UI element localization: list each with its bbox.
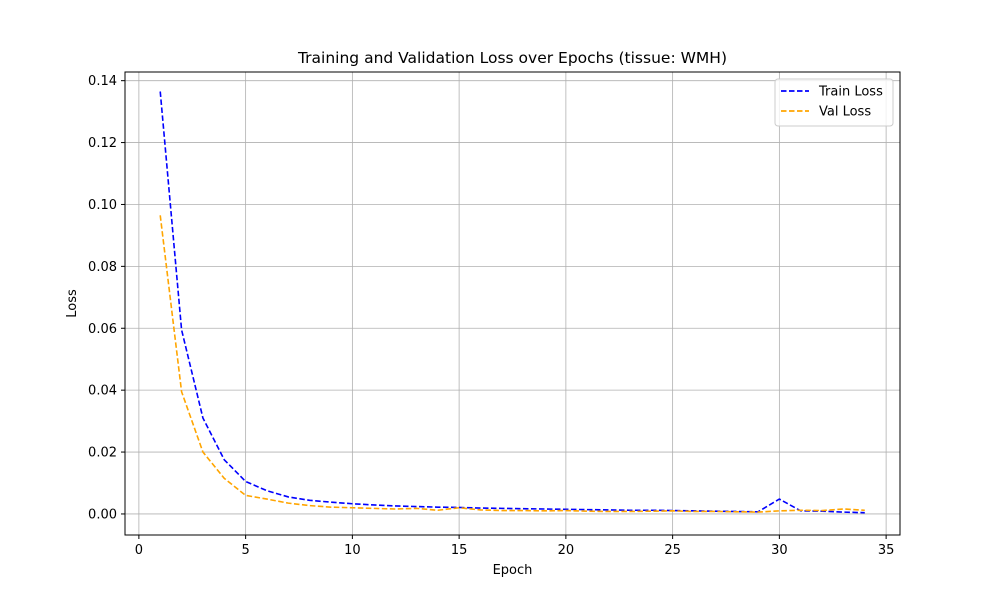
series-line-val-loss — [159, 215, 865, 513]
legend-label-val-loss: Val Loss — [819, 105, 871, 120]
x-tick-label: 35 — [878, 543, 895, 558]
x-tick-label: 25 — [664, 543, 681, 558]
y-tick-label: 0.14 — [88, 74, 117, 89]
legend: Train Loss Val Loss — [774, 78, 894, 127]
x-tick-label: 5 — [241, 543, 249, 558]
grid — [125, 72, 900, 535]
y-tick-label: 0.06 — [88, 322, 117, 337]
x-tick-label: 0 — [135, 543, 143, 558]
legend-label-train-loss: Train Loss — [818, 85, 883, 100]
x-tick-label: 10 — [344, 543, 361, 558]
series-line-train-loss — [159, 91, 865, 514]
plot-frame — [124, 71, 901, 536]
x-tick-label: 20 — [558, 543, 575, 558]
y-tick-label: 0.04 — [88, 384, 117, 399]
y-axis-title: Loss — [65, 289, 80, 318]
y-tick-label: 0.08 — [88, 260, 117, 275]
y-tick-label: 0.10 — [88, 198, 117, 213]
chart-title: Training and Validation Loss over Epochs… — [297, 49, 727, 67]
axis-ticks: 0 5 10 15 20 25 30 35 0.00 0.02 0.04 0.06 0.08 0.10 0.… — [88, 74, 894, 558]
y-tick-label: 0.00 — [88, 507, 117, 522]
x-tick-label: 30 — [771, 543, 788, 558]
y-tick-label: 0.12 — [88, 136, 117, 151]
x-tick-label: 15 — [451, 543, 468, 558]
x-axis-title: Epoch — [493, 563, 533, 578]
series-lines — [159, 91, 865, 514]
legend-box — [774, 78, 894, 127]
y-tick-label: 0.02 — [88, 446, 117, 461]
